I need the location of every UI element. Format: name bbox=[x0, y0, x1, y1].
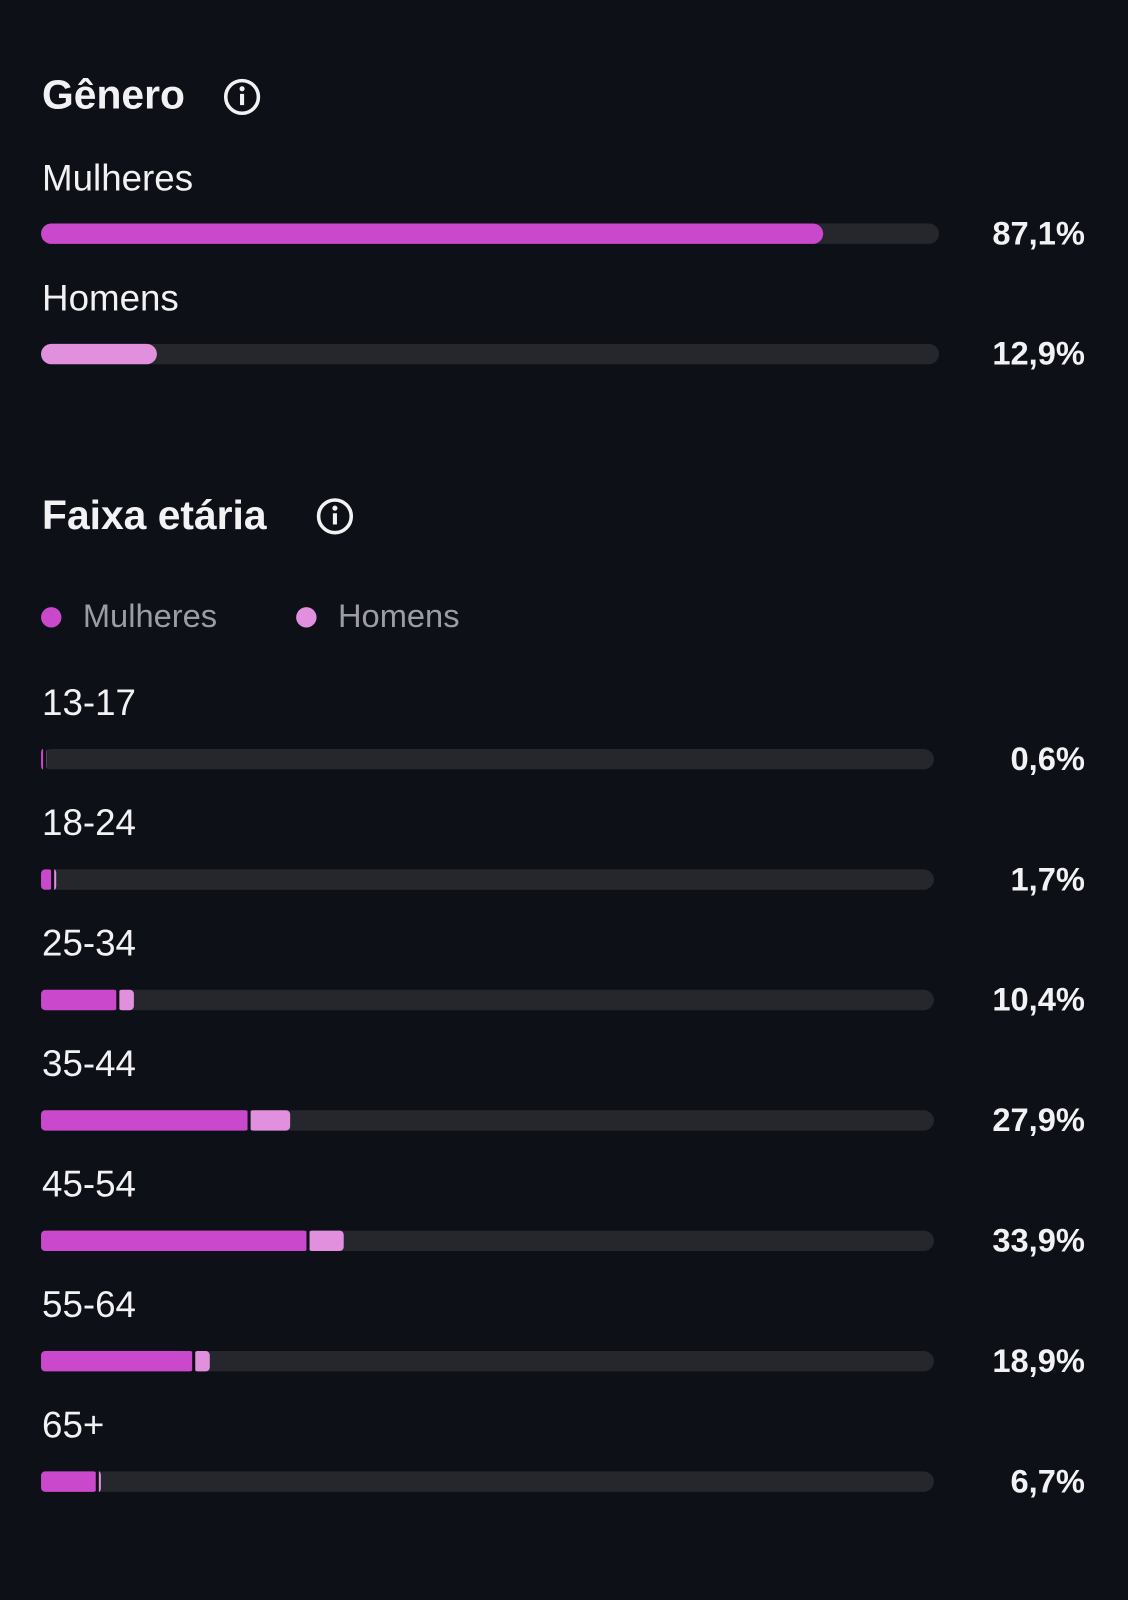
legend-dot bbox=[41, 607, 62, 628]
category-label: 45-54 bbox=[42, 1163, 136, 1204]
segment-gap bbox=[306, 1230, 310, 1252]
segment-gap bbox=[116, 989, 120, 1011]
category-label: 55-64 bbox=[42, 1284, 136, 1325]
legend-label: Mulheres bbox=[83, 597, 217, 634]
section-title: Faixa etária bbox=[42, 492, 267, 538]
bar-track bbox=[41, 989, 934, 1011]
bar-track bbox=[41, 1471, 934, 1492]
segment-gap bbox=[51, 869, 55, 890]
bar bbox=[41, 223, 824, 244]
segment-gap bbox=[95, 1471, 99, 1492]
info-icon[interactable] bbox=[223, 78, 261, 116]
value-label: 0,6% bbox=[1011, 740, 1085, 777]
value-label: 33,9% bbox=[992, 1221, 1085, 1258]
bar-segment bbox=[41, 1110, 250, 1131]
bar-track bbox=[41, 748, 934, 770]
bar bbox=[41, 343, 157, 365]
value-label: 6,7% bbox=[1011, 1462, 1085, 1499]
legend-dot bbox=[296, 607, 317, 628]
section-title: Gênero bbox=[42, 72, 185, 118]
bar-segment bbox=[308, 1230, 344, 1252]
segment-gap bbox=[43, 748, 47, 770]
category-label: Mulheres bbox=[42, 157, 193, 198]
segment-gap bbox=[247, 1110, 251, 1131]
bar-segment bbox=[193, 1351, 210, 1372]
bar-segment bbox=[41, 1471, 98, 1492]
value-label: 12,9% bbox=[992, 335, 1085, 372]
bar-segment bbox=[41, 989, 118, 1011]
category-label: 35-44 bbox=[42, 1043, 136, 1084]
category-label: Homens bbox=[42, 278, 179, 319]
value-label: 1,7% bbox=[1011, 860, 1085, 897]
legend-label: Homens bbox=[338, 597, 460, 634]
info-icon[interactable] bbox=[316, 498, 354, 535]
value-label: 10,4% bbox=[992, 981, 1085, 1018]
bar-segment bbox=[249, 1110, 291, 1131]
value-label: 18,9% bbox=[992, 1342, 1085, 1379]
bar-track bbox=[41, 1351, 934, 1372]
value-label: 27,9% bbox=[992, 1101, 1085, 1138]
category-label: 13-17 bbox=[42, 682, 136, 723]
bar-segment bbox=[117, 989, 134, 1011]
category-label: 65+ bbox=[42, 1404, 104, 1445]
bar-track bbox=[41, 343, 939, 365]
bar-track bbox=[41, 869, 934, 890]
category-label: 25-34 bbox=[42, 923, 136, 964]
category-label: 18-24 bbox=[42, 802, 136, 843]
bar-segment bbox=[41, 1351, 194, 1372]
segment-gap bbox=[192, 1351, 196, 1372]
bar-segment bbox=[41, 869, 53, 890]
value-label: 87,1% bbox=[992, 214, 1085, 251]
bar-segment bbox=[41, 1230, 309, 1252]
